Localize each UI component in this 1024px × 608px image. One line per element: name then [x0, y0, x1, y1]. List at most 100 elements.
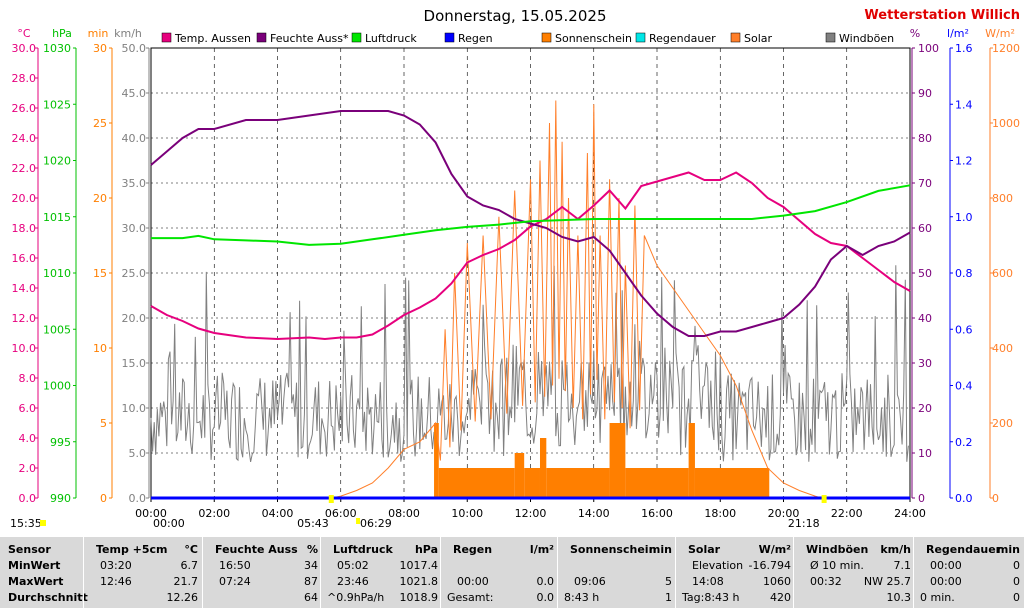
x-tick-label: 02:00 — [198, 507, 230, 520]
legend-label: Sonnenschein — [555, 32, 632, 45]
legend-label: Luftdruck — [365, 32, 417, 45]
marker-sunrise-time: 05:43 — [297, 517, 329, 530]
tick-label-sunmin: 25 — [93, 117, 107, 130]
unit-solar: W/m² — [985, 27, 1015, 40]
sunshine-bar — [688, 423, 695, 498]
tick-label-wind: 10.0 — [122, 402, 147, 415]
tick-label-rain: 0.2 — [955, 436, 973, 449]
x-tick-label: 08:00 — [388, 507, 420, 520]
tick-label-temp: 12.0 — [12, 312, 37, 325]
sunshine-bar — [539, 438, 547, 498]
tick-label-pressure: 1015 — [43, 211, 71, 224]
chart-title: Donnerstag, 15.05.2025 — [424, 7, 607, 25]
stat-min-value-rdur: 0 — [1013, 559, 1020, 572]
stat-avg-value-sun: 1 — [665, 591, 672, 604]
series-solar — [331, 100, 822, 499]
x-tick-label: 20:00 — [768, 507, 800, 520]
stat-min-time-pres: 05:02 — [337, 559, 369, 572]
tick-label-humidity: 10 — [918, 447, 932, 460]
tick-label-temp: 2.0 — [19, 462, 37, 475]
tick-label-solar: 1200 — [992, 42, 1020, 55]
stat-max-value-rdur: 0 — [1013, 575, 1020, 588]
unit-wind: km/h — [114, 27, 142, 40]
sunshine-bar — [546, 468, 610, 498]
marker-dawn-time: 06:29 — [360, 517, 392, 530]
column-separator — [83, 537, 84, 608]
marker-left-time: 15:35 — [10, 517, 42, 530]
stat-avg-value-rain: 0.0 — [536, 591, 555, 604]
x-tick-label: 18:00 — [704, 507, 736, 520]
stat-max-value-solar: 1060 — [763, 575, 791, 588]
legend-label: Regendauer — [649, 32, 716, 45]
tick-label-temp: 4.0 — [19, 432, 37, 445]
unit-rain: l/m² — [947, 27, 969, 40]
tick-label-humidity: 0 — [918, 492, 925, 505]
sunshine-bar — [514, 453, 525, 498]
tick-label-humidity: 60 — [918, 222, 932, 235]
tick-label-pressure: 1030 — [43, 42, 71, 55]
stat-header-sun: Sonnenschein — [570, 543, 657, 556]
legend-swatch — [635, 32, 646, 43]
tick-label-temp: 28.0 — [12, 72, 37, 85]
stat-unit-wind: km/h — [880, 543, 911, 556]
legend-label: Temp. Aussen — [174, 32, 251, 45]
x-tick-label: 16:00 — [641, 507, 673, 520]
row-label: MinWert — [8, 559, 61, 572]
row-label: Sensor — [8, 543, 51, 556]
tick-label-solar: 800 — [992, 192, 1013, 205]
tick-label-wind: 45.0 — [122, 87, 147, 100]
tick-label-rain: 0.0 — [955, 492, 973, 505]
legend-swatch — [730, 32, 741, 43]
stat-min-value-temp: 6.7 — [180, 559, 199, 572]
legend: Temp. Aussen Feuchte Auss* Luftdruck Regen S… — [161, 32, 894, 45]
x-tick-label: 12:00 — [515, 507, 547, 520]
tick-label-sunmin: 15 — [93, 267, 107, 280]
tick-label-solar: 600 — [992, 267, 1013, 280]
axes: 0.0 2.0 4.0 6.0 8.0 10.0 12.0 14.0 16.0 18.0 20.0 2… — [12, 42, 1021, 520]
tick-label-wind: 40.0 — [122, 132, 147, 145]
x-tick-label: 04:00 — [262, 507, 294, 520]
column-separator — [440, 537, 441, 608]
grid — [150, 47, 911, 499]
stat-min-value-pres: 1017.4 — [399, 559, 439, 572]
weather-chart: Donnerstag, 15.05.2025 Wetterstation Wil… — [10, 7, 1021, 530]
stat-max-time-solar: 14:08 — [692, 575, 724, 588]
tick-label-solar: 1000 — [992, 117, 1020, 130]
tick-label-sunmin: 10 — [93, 342, 107, 355]
stat-avg-label-rdur: 0 min. — [920, 591, 955, 604]
stat-avg-label-solar: Tag:8:43 h — [682, 591, 740, 604]
column-separator — [202, 537, 203, 608]
legend-swatch — [825, 32, 836, 43]
tick-label-humidity: 80 — [918, 132, 932, 145]
stat-header-rdur: Regendauer — [926, 543, 1002, 556]
column-separator — [675, 537, 676, 608]
tick-label-wind: 5.0 — [129, 447, 147, 460]
tick-label-sunmin: 0 — [100, 492, 107, 505]
stat-unit-rain: l/m² — [529, 543, 554, 556]
tick-label-pressure: 990 — [50, 492, 71, 505]
column-separator — [913, 537, 914, 608]
sunshine-bar — [524, 468, 540, 498]
stat-unit-sun: min — [648, 543, 672, 556]
tick-label-humidity: 30 — [918, 357, 932, 370]
column-separator — [557, 537, 558, 608]
tick-label-solar: 0 — [992, 492, 999, 505]
stat-header-pres: Luftdruck — [333, 543, 393, 556]
x-tick-label: 00:00 — [135, 507, 167, 520]
tick-label-humidity: 50 — [918, 267, 932, 280]
stat-unit-temp: °C — [184, 543, 198, 556]
tick-label-temp: 6.0 — [19, 402, 37, 415]
stat-unit-solar: W/m² — [758, 543, 791, 556]
legend-label: Regen — [458, 32, 493, 45]
marker-dawn — [356, 518, 361, 524]
stat-min-value-solar: -16.794 — [748, 559, 791, 572]
legend-swatch — [351, 32, 362, 43]
sun-markers: 15:35 00:00 05:43 06:29 21:18 — [10, 495, 827, 530]
tick-label-wind: 15.0 — [122, 357, 147, 370]
x-tick-label: 06:00 — [325, 507, 357, 520]
tick-label-sunmin: 5 — [100, 417, 107, 430]
stat-min-time-rdur: 00:00 — [930, 559, 962, 572]
stat-avg-value-rdur: 0 — [1013, 591, 1020, 604]
tick-label-rain: 0.8 — [955, 267, 973, 280]
column-separator — [320, 537, 321, 608]
